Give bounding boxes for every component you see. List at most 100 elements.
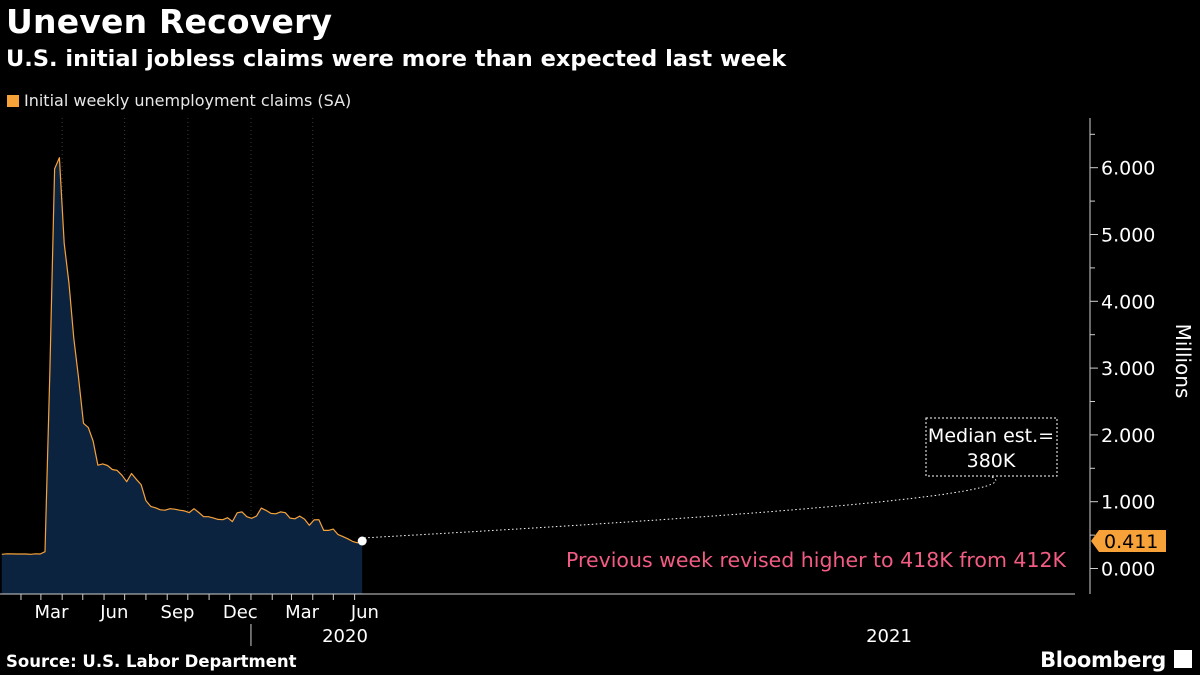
data-point	[308, 524, 311, 527]
data-point	[226, 516, 229, 519]
data-point	[241, 510, 244, 513]
y-tick-label: 1.000	[1101, 492, 1155, 514]
data-point	[327, 529, 330, 532]
data-point	[274, 512, 277, 515]
data-point	[58, 156, 61, 159]
year-label: 2021	[866, 626, 912, 647]
data-point	[5, 552, 8, 555]
data-point	[346, 537, 349, 540]
data-point	[332, 528, 335, 531]
y-tick-label: 4.000	[1101, 291, 1155, 313]
data-point	[255, 515, 258, 518]
x-tick-label: Jun	[99, 602, 128, 623]
source-note: Source: U.S. Labor Department	[6, 652, 297, 671]
data-point	[44, 550, 47, 553]
data-point	[20, 553, 23, 556]
x-tick-label: Sep	[161, 602, 195, 623]
data-point	[120, 474, 123, 477]
data-point	[303, 518, 306, 521]
data-point	[284, 511, 287, 514]
data-point	[96, 464, 99, 467]
data-point	[236, 511, 239, 514]
revision-note: Previous week revised higher to 418K fro…	[566, 548, 1067, 572]
data-point	[53, 167, 56, 170]
y-tick-label: 6.000	[1101, 158, 1155, 180]
data-point	[231, 520, 234, 523]
data-point	[202, 515, 205, 518]
data-point	[245, 515, 248, 518]
data-point	[101, 462, 104, 465]
year-label: 2020	[322, 626, 368, 647]
data-point	[351, 540, 354, 543]
y-tick-label: 0.000	[1101, 559, 1155, 581]
annotation-leader	[362, 476, 997, 539]
data-point	[169, 507, 172, 510]
data-point	[197, 511, 200, 514]
median-annotation-box	[925, 417, 1058, 477]
data-point	[317, 518, 320, 521]
data-point	[144, 499, 147, 502]
last-value-tag	[1091, 530, 1166, 553]
series-line	[1, 157, 363, 555]
data-point	[87, 426, 90, 429]
data-point	[193, 507, 196, 510]
y-tick-label: 5.000	[1101, 225, 1155, 247]
data-point	[173, 508, 176, 511]
data-point	[24, 553, 27, 556]
x-tick-label: Mar	[35, 602, 70, 623]
data-point	[154, 506, 157, 509]
median-annotation-text: 380K	[967, 450, 1016, 472]
data-point	[217, 518, 220, 521]
legend-swatch	[7, 94, 19, 107]
data-point	[82, 422, 85, 425]
data-point	[77, 377, 80, 380]
bloomberg-chart-icon	[1174, 650, 1192, 668]
data-point	[106, 464, 109, 467]
data-point	[68, 282, 71, 285]
y-tick-label: 2.000	[1101, 425, 1155, 447]
data-point	[15, 553, 18, 556]
data-point	[48, 372, 51, 375]
data-point	[92, 440, 95, 443]
data-point	[111, 468, 114, 471]
y-axis-label: Millions	[1171, 324, 1195, 399]
data-point	[250, 517, 253, 520]
data-point	[0, 553, 3, 556]
data-point	[63, 242, 66, 245]
chart-subtitle: U.S. initial jobless claims were more th…	[6, 46, 787, 72]
data-point	[159, 508, 162, 511]
data-point	[322, 529, 325, 532]
data-point	[212, 516, 215, 519]
chart-title: Uneven Recovery	[6, 2, 333, 41]
data-point	[289, 517, 292, 520]
y-tick-label: 3.000	[1101, 358, 1155, 380]
data-point	[188, 511, 191, 514]
x-tick-label: Jun	[350, 602, 379, 623]
area-fill	[1, 157, 363, 594]
x-tick-label: Dec	[223, 602, 258, 623]
data-point	[265, 509, 268, 512]
data-point	[39, 553, 42, 556]
data-point	[140, 483, 143, 486]
data-point	[29, 553, 32, 556]
x-tick-label: Mar	[285, 602, 320, 623]
data-point	[10, 552, 13, 555]
data-point	[130, 472, 133, 475]
data-point	[178, 509, 181, 512]
data-point	[72, 337, 75, 340]
data-point	[293, 517, 296, 520]
data-point	[260, 507, 263, 510]
data-point	[207, 515, 210, 518]
data-point	[164, 509, 167, 512]
last-value-label: 0.411	[1104, 531, 1158, 553]
data-point	[116, 469, 119, 472]
data-point	[221, 518, 224, 521]
last-point-marker	[357, 536, 367, 546]
data-point	[279, 510, 282, 513]
data-point	[341, 535, 344, 538]
data-point	[298, 515, 301, 518]
data-point	[135, 478, 138, 481]
brand-logo: Bloomberg	[1040, 648, 1166, 672]
data-point	[183, 509, 186, 512]
